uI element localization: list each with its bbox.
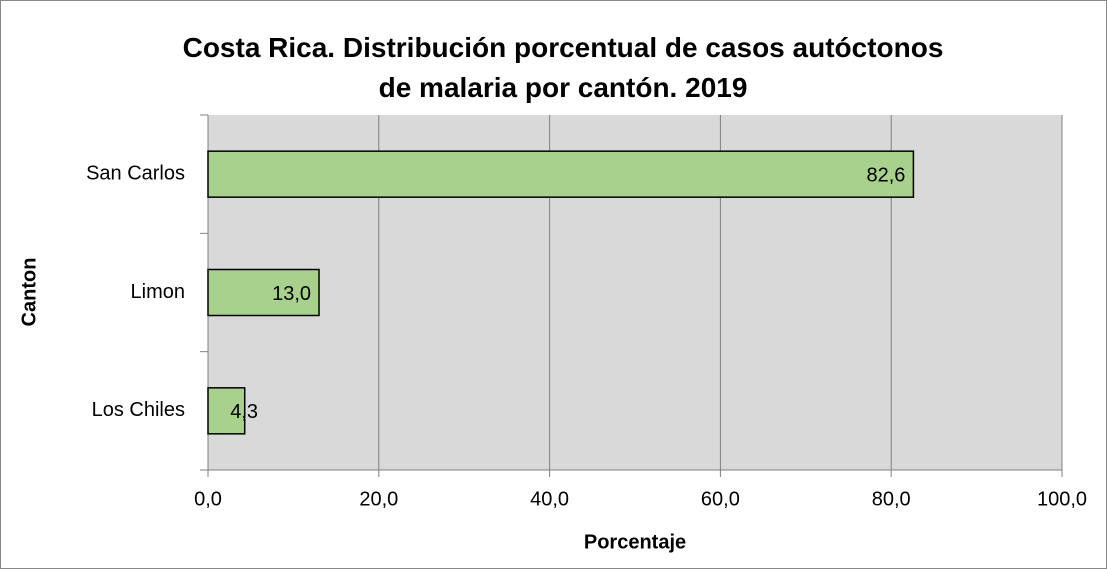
bar: [207, 150, 915, 198]
y-tick-label: San Carlos: [86, 162, 185, 184]
x-tick-label: 20,0: [359, 488, 398, 510]
data-label: 82,6: [866, 164, 905, 186]
data-label: 13,0: [272, 283, 311, 305]
data-label: 4,3: [230, 401, 258, 423]
x-tick-label: 0,0: [194, 488, 222, 510]
bar: [207, 268, 320, 317]
bar: [207, 387, 246, 435]
x-axis-label: Porcentaje: [584, 531, 686, 553]
y-axis-label: Canton: [18, 258, 40, 327]
x-tick-label: 100,0: [1037, 488, 1087, 510]
y-tick-label: Limon: [131, 281, 185, 303]
chart-title: Costa Rica. Distribución porcentual de c…: [182, 32, 944, 103]
y-tick-label: Los Chiles: [92, 399, 185, 421]
x-tick-label: 80,0: [872, 488, 911, 510]
x-tick-label: 60,0: [701, 488, 740, 510]
x-tick-label: 40,0: [530, 488, 569, 510]
